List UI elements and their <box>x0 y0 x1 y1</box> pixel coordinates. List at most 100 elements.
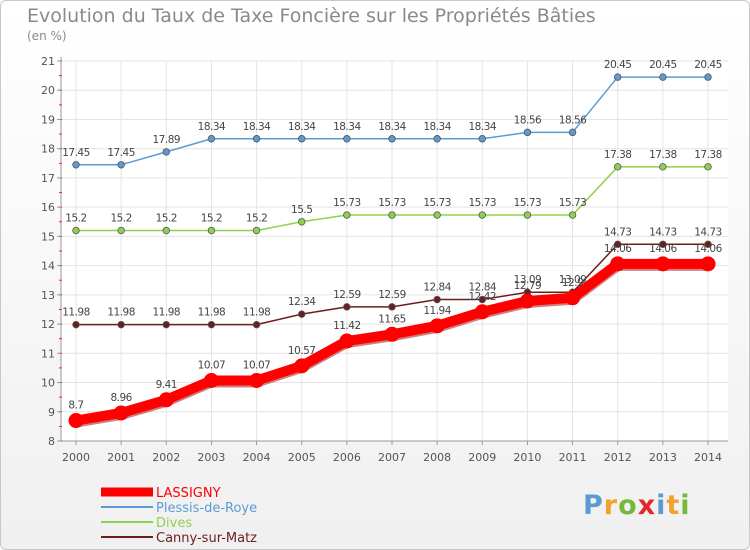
data-label: 15.2 <box>156 213 177 225</box>
data-point <box>249 372 265 388</box>
legend: LASSIGNYPlessis-de-RoyeDivesCanny-sur-Ma… <box>101 486 257 546</box>
data-label: 18.34 <box>198 121 226 133</box>
data-label: 11.42 <box>333 320 361 332</box>
data-point <box>433 211 441 219</box>
data-label: 18.34 <box>243 121 271 133</box>
data-point <box>339 333 355 349</box>
data-label: 15.2 <box>65 213 86 225</box>
data-point <box>207 226 216 235</box>
data-label: 18.34 <box>469 121 497 133</box>
series-lassigny: 8.7 8.96 9.41 10.07 10.07 10.57 11.42 11.65 11.9… <box>68 243 723 429</box>
chart-title: Evolution du Taux de Taxe Foncière sur l… <box>27 5 596 27</box>
data-point <box>659 73 667 81</box>
data-point <box>207 135 216 143</box>
data-label: 12.59 <box>378 289 406 301</box>
data-point <box>478 295 486 304</box>
x-tick-label: 2003 <box>197 451 225 464</box>
data-label: 18.56 <box>559 114 587 126</box>
data-point <box>474 304 490 320</box>
data-label: 11.65 <box>378 313 406 325</box>
data-label: 11.98 <box>153 307 181 319</box>
data-label: 15.73 <box>378 197 406 209</box>
data-label: 14.06 <box>694 243 722 255</box>
data-label: 10.57 <box>288 345 316 357</box>
data-point <box>117 226 125 235</box>
data-point <box>704 73 712 81</box>
x-tick-label: 2009 <box>468 451 496 464</box>
y-tick-label: 13 <box>41 289 55 302</box>
y-tick-label: 11 <box>41 347 55 360</box>
data-point <box>343 135 351 143</box>
data-point <box>388 135 396 143</box>
logo-letter: o <box>618 490 638 521</box>
data-point <box>700 256 716 272</box>
data-label: 20.45 <box>694 59 722 71</box>
y-tick-label: 21 <box>41 55 55 68</box>
y-tick-label: 10 <box>41 377 55 390</box>
data-point <box>655 256 671 272</box>
y-tick-label: 19 <box>41 113 55 126</box>
data-label: 18.34 <box>378 121 406 133</box>
data-label: 12.42 <box>469 291 497 303</box>
data-label: 15.73 <box>514 197 542 209</box>
x-tick-label: 2004 <box>243 451 271 464</box>
data-label: 11.98 <box>198 307 226 319</box>
data-label: 17.89 <box>153 134 181 146</box>
data-point <box>207 320 216 329</box>
data-point <box>659 163 667 171</box>
data-point <box>72 320 80 329</box>
data-label: 15.2 <box>201 213 222 225</box>
data-point <box>162 226 170 235</box>
data-label: 20.45 <box>649 59 677 71</box>
data-point <box>252 320 261 329</box>
y-tick-label: 8 <box>48 435 55 448</box>
data-point <box>478 211 486 219</box>
x-tick-label: 2006 <box>333 451 361 464</box>
data-label: 18.34 <box>423 121 451 133</box>
data-label: 11.98 <box>62 307 90 319</box>
data-label: 15.73 <box>469 197 497 209</box>
data-label: 17.38 <box>649 149 677 161</box>
data-point <box>294 358 310 374</box>
data-label: 18.34 <box>333 121 361 133</box>
logo-letter: t <box>666 490 681 521</box>
data-point <box>252 226 261 235</box>
data-label: 17.45 <box>107 147 135 159</box>
data-label: 11.94 <box>423 305 451 317</box>
logo-letter: i <box>680 490 691 521</box>
data-label: 18.34 <box>288 121 316 133</box>
y-tick-label: 16 <box>41 201 55 214</box>
proxiti-logo: Proxiti <box>583 490 691 521</box>
logo-letter: P <box>583 490 604 521</box>
data-label: 12.34 <box>288 296 316 308</box>
legend-label: Dives <box>156 516 192 531</box>
series-plessis-de-roye: 17.45 17.45 17.89 18.34 18.34 18.34 18.34 18.34… <box>62 59 722 169</box>
data-point <box>252 135 261 143</box>
data-point <box>343 211 351 219</box>
data-label: 12.84 <box>469 282 497 294</box>
logo-letter: x <box>637 490 657 521</box>
data-label: 14.73 <box>649 226 677 238</box>
data-label: 17.38 <box>604 149 632 161</box>
data-label: 13.09 <box>559 274 587 286</box>
data-label: 11.98 <box>243 307 271 319</box>
data-point <box>158 392 174 408</box>
data-point <box>117 320 125 329</box>
data-label: 15.73 <box>559 197 587 209</box>
data-label: 11.98 <box>107 307 135 319</box>
data-point <box>343 303 351 311</box>
data-point <box>203 372 219 388</box>
y-tick-label: 14 <box>41 260 55 273</box>
y-tick-label: 15 <box>41 230 55 243</box>
x-tick-label: 2010 <box>513 451 541 464</box>
legend-label: Canny-sur-Matz <box>156 531 257 546</box>
data-label: 12.84 <box>423 282 451 294</box>
chart-unit-label: (en %) <box>27 29 67 43</box>
data-label: 14.06 <box>604 243 632 255</box>
series-dives: 15.2 15.2 15.2 15.2 15.2 15.5 15.73 15.73 15.73 1… <box>65 149 722 235</box>
data-point <box>162 320 170 329</box>
logo-letter: r <box>603 490 619 521</box>
data-point <box>568 128 577 137</box>
data-point <box>614 163 622 171</box>
data-point <box>162 148 170 156</box>
